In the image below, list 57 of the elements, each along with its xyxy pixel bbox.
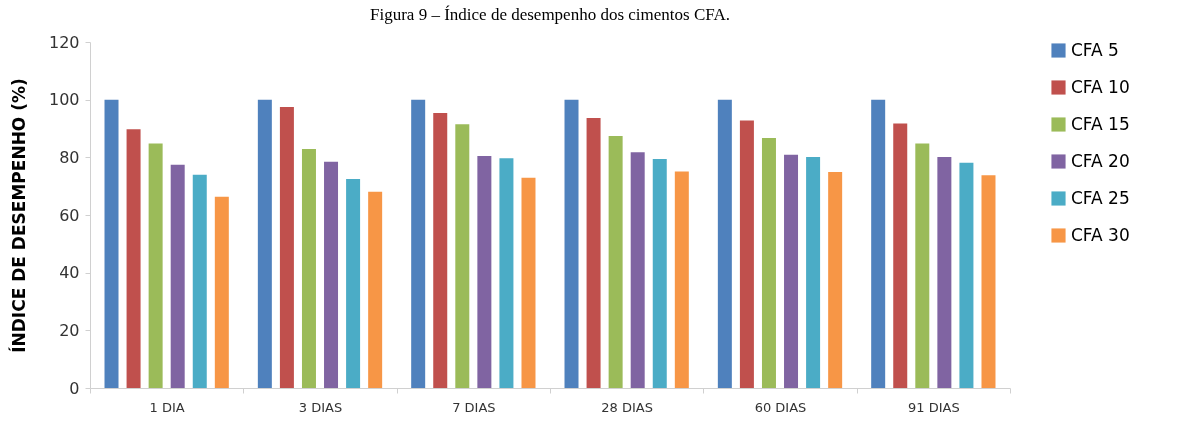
bar	[893, 123, 908, 388]
bar	[915, 143, 930, 388]
legend-label: CFA 25	[1071, 187, 1130, 208]
y-axis-title: ÍNDICE DE DESEMPENHO (%)	[7, 78, 29, 353]
y-tick-label: 0	[69, 378, 80, 398]
bar	[126, 129, 141, 388]
x-tick-label: 1 DIA	[149, 399, 185, 415]
bar	[477, 155, 492, 388]
bar	[346, 178, 361, 388]
bar	[717, 99, 732, 388]
x-tick-label: 28 DIAS	[601, 399, 653, 415]
bar	[170, 164, 185, 388]
bar	[937, 157, 952, 388]
y-tick-label: 80	[59, 147, 80, 167]
bar	[499, 158, 514, 388]
y-tick-label: 20	[59, 320, 80, 340]
legend-label: CFA 5	[1071, 39, 1119, 60]
bar	[368, 191, 383, 388]
bar	[739, 120, 754, 388]
bar	[761, 138, 776, 388]
y-tick-label: 40	[59, 263, 80, 283]
bar	[104, 99, 119, 388]
y-tick-label: 60	[59, 205, 80, 225]
bar	[981, 175, 996, 388]
bar	[959, 162, 974, 388]
bar	[433, 112, 448, 388]
legend-label: CFA 15	[1071, 113, 1130, 134]
bar	[301, 148, 316, 388]
bar	[871, 99, 886, 388]
bar	[214, 196, 229, 388]
bar	[652, 159, 667, 388]
bar	[806, 157, 821, 388]
bar	[828, 172, 843, 388]
bar	[148, 143, 163, 388]
bar	[630, 152, 645, 388]
bar	[324, 161, 339, 388]
y-tick-label: 120	[48, 32, 80, 52]
x-tick-label: 7 DIAS	[452, 399, 496, 415]
legend-label: CFA 30	[1071, 224, 1130, 245]
bar	[784, 154, 799, 388]
legend-label: CFA 20	[1071, 150, 1130, 171]
bar	[455, 124, 470, 388]
bar	[608, 136, 623, 388]
x-tick-label: 60 DIAS	[754, 399, 807, 415]
chart-title: Figura 9 – Índice de desempenho dos cimentos CFA.	[370, 5, 730, 24]
x-tick-label: 3 DIAS	[298, 399, 343, 415]
bar	[192, 174, 207, 388]
bar	[521, 177, 536, 388]
bar	[257, 99, 272, 388]
x-tick-label: 91 DIAS	[908, 399, 960, 415]
bar	[279, 106, 294, 388]
bar	[586, 118, 601, 388]
bar	[674, 171, 689, 388]
bar	[411, 99, 426, 388]
y-tick-label: 100	[48, 90, 80, 110]
bar	[564, 99, 579, 388]
legend-label: CFA 10	[1071, 76, 1130, 97]
